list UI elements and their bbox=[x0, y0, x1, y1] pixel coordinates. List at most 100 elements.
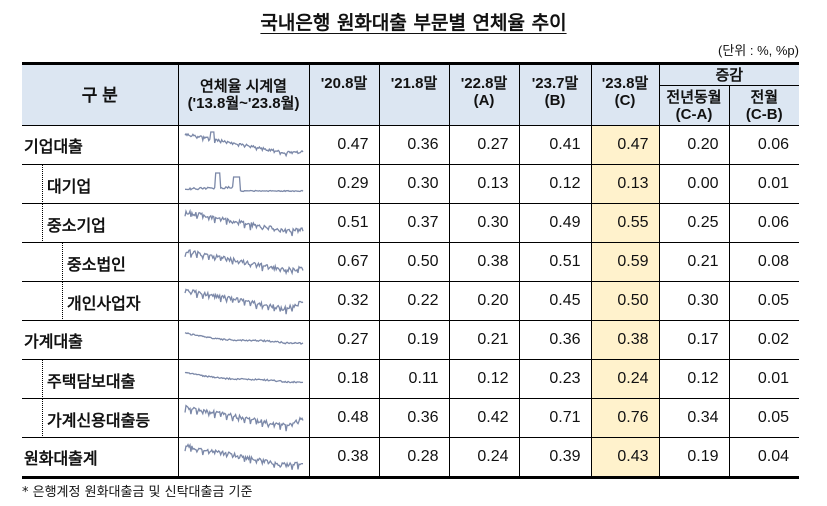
header-category: 구 분 bbox=[22, 62, 179, 126]
value-cell: 0.13 bbox=[590, 164, 660, 204]
unit-label: (단위 : %, %p) bbox=[718, 43, 799, 58]
value-cell: 0.27 bbox=[448, 125, 520, 165]
sparkline-chart bbox=[184, 172, 303, 193]
value-cell: 0.08 bbox=[728, 242, 799, 282]
value-cell: 0.02 bbox=[728, 320, 799, 360]
value-cell: 0.51 bbox=[518, 242, 592, 282]
sparkline-chart bbox=[183, 404, 304, 432]
value-cell: 0.01 bbox=[728, 359, 799, 399]
row-label: 대기업 bbox=[42, 164, 178, 204]
value-cell: 0.01 bbox=[728, 164, 799, 204]
value-cell: 0.00 bbox=[658, 164, 730, 204]
value-cell: 0.27 bbox=[308, 320, 380, 360]
header-c2: '21.8말 bbox=[378, 62, 450, 126]
row-label: 원화대출계 bbox=[24, 451, 98, 468]
value-cell: 0.37 bbox=[378, 203, 450, 243]
header-mom: 전월 (C-B) bbox=[728, 85, 799, 126]
header-c5-label: '23.8말 bbox=[601, 75, 649, 92]
header-c4-label: '23.7말 bbox=[531, 75, 579, 92]
value-cell: 0.36 bbox=[518, 320, 592, 360]
row-label-cell: 가계신용대출등 bbox=[22, 398, 179, 438]
sparkline bbox=[177, 320, 310, 360]
sparkline bbox=[177, 203, 310, 243]
value-cell: 0.29 bbox=[308, 164, 380, 204]
header-series-label: 연체율 시계열 bbox=[200, 78, 287, 95]
sparkline-line bbox=[183, 288, 303, 315]
sparkline-chart bbox=[184, 332, 303, 345]
table-row: 중소법인 0.67 0.50 0.38 0.51 0.59 0.21 0.08 bbox=[22, 242, 799, 282]
table-row: 기업대출 0.47 0.36 0.27 0.41 0.47 0.20 0.06 bbox=[22, 125, 799, 165]
row-label-cell: 개인사업자 bbox=[22, 281, 179, 321]
sparkline-line bbox=[184, 172, 303, 193]
row-label-cell: 주택담보대출 bbox=[22, 359, 179, 399]
sparkline-chart bbox=[183, 288, 303, 315]
value-cell: 0.48 bbox=[308, 398, 380, 438]
value-cell: 0.30 bbox=[448, 203, 520, 243]
value-cell: 0.45 bbox=[518, 281, 592, 321]
value-cell: 0.28 bbox=[378, 437, 450, 479]
value-cell: 0.11 bbox=[378, 359, 450, 399]
value-cell: 0.24 bbox=[590, 359, 660, 399]
header-change: 증감 bbox=[658, 62, 799, 86]
footnote: * 은행계정 원화대출금 및 신탁대출금 기준 bbox=[22, 485, 253, 500]
table-row: 개인사업자 0.32 0.22 0.20 0.45 0.50 0.30 0.05 bbox=[22, 281, 799, 321]
sparkline-line bbox=[183, 404, 304, 432]
row-label-cell: 대기업 bbox=[22, 164, 179, 204]
value-cell: 0.38 bbox=[590, 320, 660, 360]
value-cell: 0.05 bbox=[728, 281, 799, 321]
value-cell: 0.21 bbox=[658, 242, 730, 282]
sparkline bbox=[177, 242, 310, 282]
value-cell: 0.30 bbox=[658, 281, 730, 321]
value-cell: 0.23 bbox=[518, 359, 592, 399]
page-title: 국내은행 원화대출 부문별 연체율 추이 bbox=[260, 12, 567, 34]
value-cell: 0.67 bbox=[308, 242, 380, 282]
value-cell: 0.21 bbox=[448, 320, 520, 360]
value-cell: 0.17 bbox=[658, 320, 730, 360]
value-cell: 0.18 bbox=[308, 359, 380, 399]
row-label: 가계대출 bbox=[24, 334, 83, 351]
value-cell: 0.19 bbox=[378, 320, 450, 360]
value-cell: 0.34 bbox=[658, 398, 730, 438]
delinquency-table: 구 분 연체율 시계열 ('13.8월~'23.8월) '20.8말 '21.8말… bbox=[22, 62, 799, 479]
header-c5-sub: (C) bbox=[614, 92, 636, 109]
sparkline-line bbox=[184, 371, 303, 384]
value-cell: 0.24 bbox=[448, 437, 520, 479]
row-label: 중소법인 bbox=[62, 242, 178, 282]
row-label: 기업대출 bbox=[24, 139, 83, 156]
row-label-cell: 가계대출 bbox=[22, 320, 179, 360]
value-cell: 0.05 bbox=[728, 398, 799, 438]
value-cell: 0.30 bbox=[378, 164, 450, 204]
value-cell: 0.20 bbox=[658, 125, 730, 165]
sparkline bbox=[177, 437, 310, 479]
header-c4: '23.7말 (B) bbox=[518, 62, 592, 126]
sparkline-chart bbox=[183, 208, 304, 237]
header-series-range: ('13.8월~'23.8월) bbox=[187, 95, 300, 112]
header-c3-sub: (A) bbox=[473, 92, 495, 109]
sparkline-chart bbox=[183, 131, 303, 158]
row-label-cell: 중소법인 bbox=[22, 242, 179, 282]
table-row: 가계대출 0.27 0.19 0.21 0.36 0.38 0.17 0.02 bbox=[22, 320, 799, 360]
sparkline bbox=[177, 164, 310, 204]
value-cell: 0.13 bbox=[448, 164, 520, 204]
value-cell: 0.36 bbox=[378, 398, 450, 438]
value-cell: 0.19 bbox=[658, 437, 730, 479]
header-yoy-label: 전년동월 bbox=[666, 88, 722, 106]
header-c3: '22.8말 (A) bbox=[448, 62, 520, 126]
sparkline-chart bbox=[183, 442, 303, 470]
header-c1: '20.8말 bbox=[308, 62, 380, 126]
sparkline-line bbox=[183, 249, 304, 276]
row-label: 중소기업 bbox=[42, 203, 178, 243]
value-cell: 0.38 bbox=[308, 437, 380, 479]
header-c5: '23.8말 (C) bbox=[590, 62, 660, 126]
value-cell: 0.04 bbox=[728, 437, 799, 479]
sparkline bbox=[177, 398, 310, 438]
row-label-cell: 원화대출계 bbox=[22, 437, 179, 479]
header-mom-label: 전월 bbox=[750, 88, 779, 106]
value-cell: 0.12 bbox=[658, 359, 730, 399]
sparkline-line bbox=[183, 131, 303, 158]
table-row: 중소기업 0.51 0.37 0.30 0.49 0.55 0.25 0.06 bbox=[22, 203, 799, 243]
value-cell: 0.41 bbox=[518, 125, 592, 165]
value-cell: 0.06 bbox=[728, 203, 799, 243]
value-cell: 0.39 bbox=[518, 437, 592, 479]
header-c3-label: '22.8말 bbox=[460, 75, 508, 92]
